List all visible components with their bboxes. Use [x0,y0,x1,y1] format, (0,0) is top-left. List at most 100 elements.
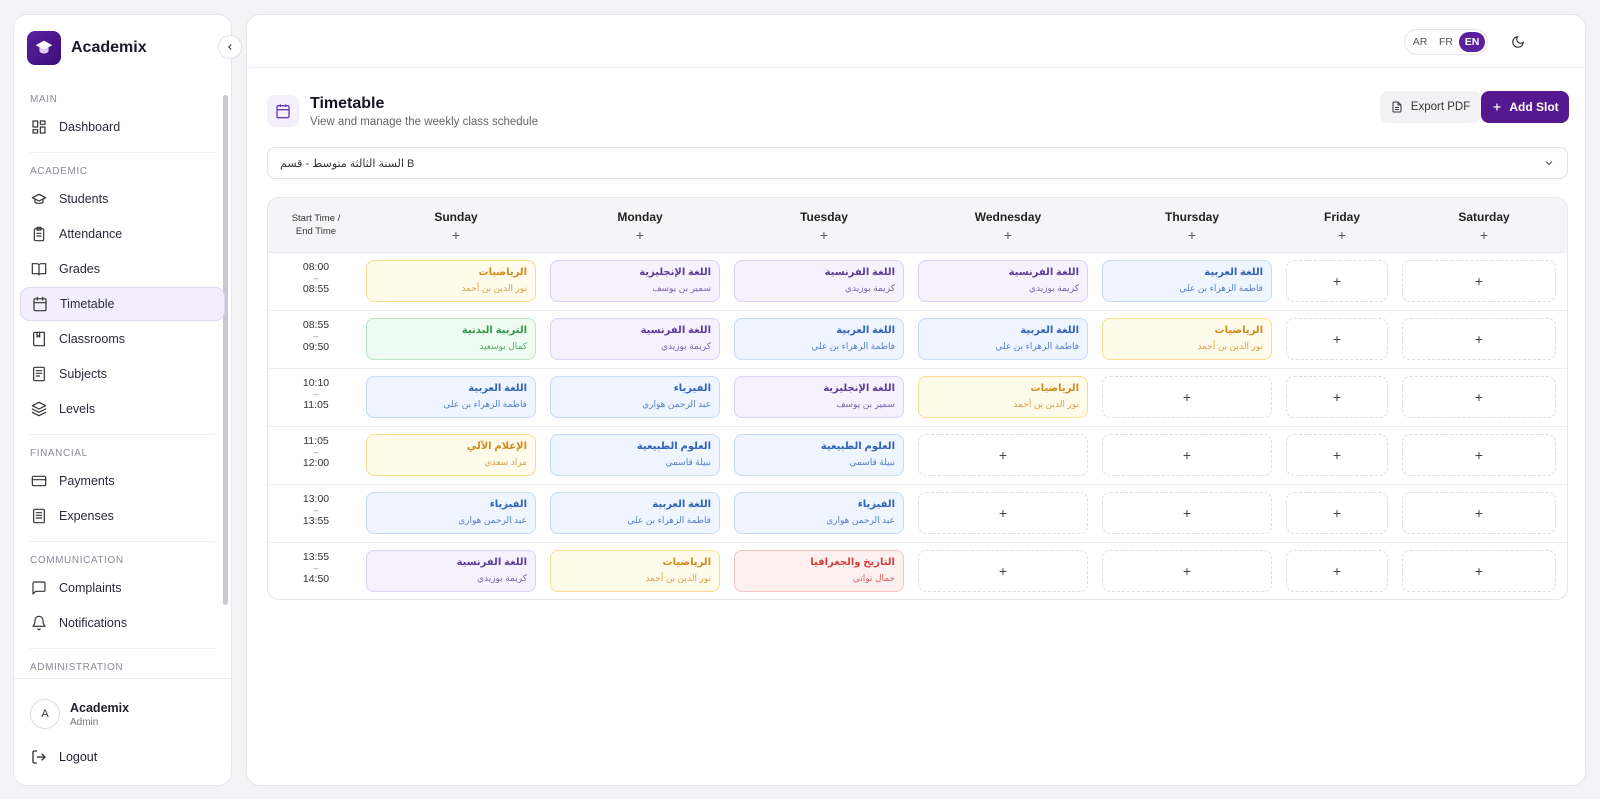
timetable-slot[interactable]: اللغة العربية فاطمة الزهراء بن علي [366,376,536,418]
dashboard-icon [31,119,47,135]
empty-slot-add-button[interactable]: + [918,492,1088,534]
nav-divider [30,648,215,649]
timetable-slot[interactable]: الرياضيات نور الدين بن أحمد [1102,318,1272,360]
sidebar-item-label: Notifications [59,616,128,630]
theme-toggle-button[interactable] [1509,33,1527,51]
empty-slot-add-button[interactable]: + [1402,550,1556,592]
time-separator: – [313,389,319,399]
plus-icon: + [1332,563,1342,579]
timetable-slot[interactable]: الرياضيات نور الدين بن أحمد [918,376,1088,418]
timetable-slot[interactable]: الرياضيات نور الدين بن أحمد [550,550,720,592]
timetable-slot[interactable]: الرياضيات نور الدين بن أحمد [366,260,536,302]
timetable-slot[interactable]: اللغة الفرنسية كريمة بوزيدي [734,260,904,302]
add-day-slot-button[interactable]: + [635,227,645,243]
slot-subject: الفيزياء [673,383,711,394]
add-day-slot-button[interactable]: + [1479,227,1489,243]
empty-slot-add-button[interactable]: + [1102,492,1272,534]
sidebar-item-grades[interactable]: Grades [20,252,225,286]
sidebar-item-complaints[interactable]: Complaints [20,571,225,605]
timetable-slot[interactable]: اللغة الإنجليزية سمير بن يوسف [734,376,904,418]
document-icon [31,366,47,382]
sidebar-item-label: Expenses [59,509,114,523]
brand-name: Academix [71,39,147,56]
slot-teacher: نور الدين بن أحمد [1197,341,1263,351]
sidebar-item-attendance[interactable]: Attendance [20,217,225,251]
empty-slot-add-button[interactable]: + [1286,260,1388,302]
empty-slot-add-button[interactable]: + [1402,318,1556,360]
sidebar-item-notifications[interactable]: Notifications [20,606,225,640]
sidebar-item-students[interactable]: Students [20,182,225,216]
add-day-slot-button[interactable]: + [1337,227,1347,243]
timetable-slot[interactable]: اللغة العربية فاطمة الزهراء بن علي [1102,260,1272,302]
day-header-thursday: Thursday + [1100,198,1284,253]
timetable-slot[interactable]: الفيزياء عبد الرحمن هواري [734,492,904,534]
sidebar-item-label: Dashboard [59,120,121,134]
empty-slot-add-button[interactable]: + [1286,492,1388,534]
timetable-slot[interactable]: اللغة الفرنسية كريمة بوزيدي [366,550,536,592]
language-ar-button[interactable]: AR [1412,36,1428,48]
sidebar-item-dashboard[interactable]: Dashboard [20,110,225,144]
sidebar-scrollbar[interactable] [223,95,228,605]
add-day-slot-button[interactable]: + [819,227,829,243]
empty-slot-add-button[interactable]: + [1286,376,1388,418]
timetable-slot[interactable]: التاريخ والجغرافيا جمال تواتي [734,550,904,592]
sidebar-item-payments[interactable]: Payments [20,464,225,498]
timetable-slot[interactable]: التربية البدنية كمال بوسعيد [366,318,536,360]
timetable-slot[interactable]: العلوم الطبيعية نبيلة قاسمي [550,434,720,476]
start-time: 11:05 [303,435,329,447]
add-slot-label: Add Slot [1509,100,1559,114]
brand[interactable]: Academix [27,31,147,65]
timetable-slot[interactable]: الفيزياء عبد الرحمن هواري [366,492,536,534]
empty-slot-add-button[interactable]: + [918,550,1088,592]
logout-button[interactable]: Logout [31,749,97,765]
table-row: 13:55–14:50 اللغة الفرنسية كريمة بوزيدي الر… [268,543,1567,599]
export-pdf-button[interactable]: Export PDF [1380,91,1481,123]
empty-slot-add-button[interactable]: + [1402,260,1556,302]
empty-slot-add-button[interactable]: + [1102,376,1272,418]
plus-icon: + [1332,273,1342,289]
timetable-slot[interactable]: اللغة العربية فاطمة الزهراء بن علي [550,492,720,534]
end-time: 09:50 [302,341,330,353]
sidebar-item-expenses[interactable]: Expenses [20,499,225,533]
language-en-button[interactable]: EN [1459,32,1485,52]
sidebar-item-classrooms[interactable]: Classrooms [20,322,225,356]
add-day-slot-button[interactable]: + [451,227,461,243]
slot-teacher: كريمة بوزيدي [844,283,895,293]
empty-slot-add-button[interactable]: + [1102,550,1272,592]
sidebar-item-levels[interactable]: Levels [20,392,225,426]
empty-slot-add-button[interactable]: + [1286,318,1388,360]
sidebar-item-timetable[interactable]: Timetable [20,287,225,321]
add-day-slot-button[interactable]: + [1187,227,1197,243]
timetable-slot[interactable]: الإعلام الآلي مراد سعدي [366,434,536,476]
class-select[interactable]: السنة الثالثة متوسط - قسم B [267,147,1568,179]
timetable-slot[interactable]: العلوم الطبيعية نبيلة قاسمي [734,434,904,476]
logout-icon [31,749,47,765]
timetable-slot[interactable]: اللغة الإنجليزية سمير بن يوسف [550,260,720,302]
book-open-icon [31,261,47,277]
collapse-sidebar-button[interactable] [218,35,242,59]
add-day-slot-button[interactable]: + [1003,227,1013,243]
timetable-slot[interactable]: الفيزياء عبد الرحمن هواري [550,376,720,418]
receipt-icon [31,508,47,524]
empty-slot-add-button[interactable]: + [1286,550,1388,592]
empty-slot-add-button[interactable]: + [1402,434,1556,476]
empty-slot-add-button[interactable]: + [1102,434,1272,476]
timetable-slot[interactable]: اللغة العربية فاطمة الزهراء بن علي [734,318,904,360]
empty-slot-add-button[interactable]: + [1402,492,1556,534]
sidebar-item-subjects[interactable]: Subjects [20,357,225,391]
empty-slot-add-button[interactable]: + [1286,434,1388,476]
time-separator: – [313,273,319,283]
empty-slot-add-button[interactable]: + [918,434,1088,476]
timetable-slot[interactable]: اللغة الفرنسية كريمة بوزيدي [918,260,1088,302]
add-slot-button[interactable]: Add Slot [1481,91,1569,123]
user-profile[interactable]: A Academix Admin [30,699,129,729]
empty-slot-add-button[interactable]: + [1402,376,1556,418]
start-time: 08:55 [302,319,330,331]
timetable-slot[interactable]: اللغة الفرنسية كريمة بوزيدي [550,318,720,360]
sidebar-item-label: Complaints [59,581,122,595]
day-header-monday: Monday + [548,198,732,253]
slot-teacher: كريمة بوزيدي [660,341,711,351]
language-fr-button[interactable]: FR [1439,36,1453,48]
timetable-slot[interactable]: اللغة العربية فاطمة الزهراء بن علي [918,318,1088,360]
plus-icon: + [1474,331,1484,347]
